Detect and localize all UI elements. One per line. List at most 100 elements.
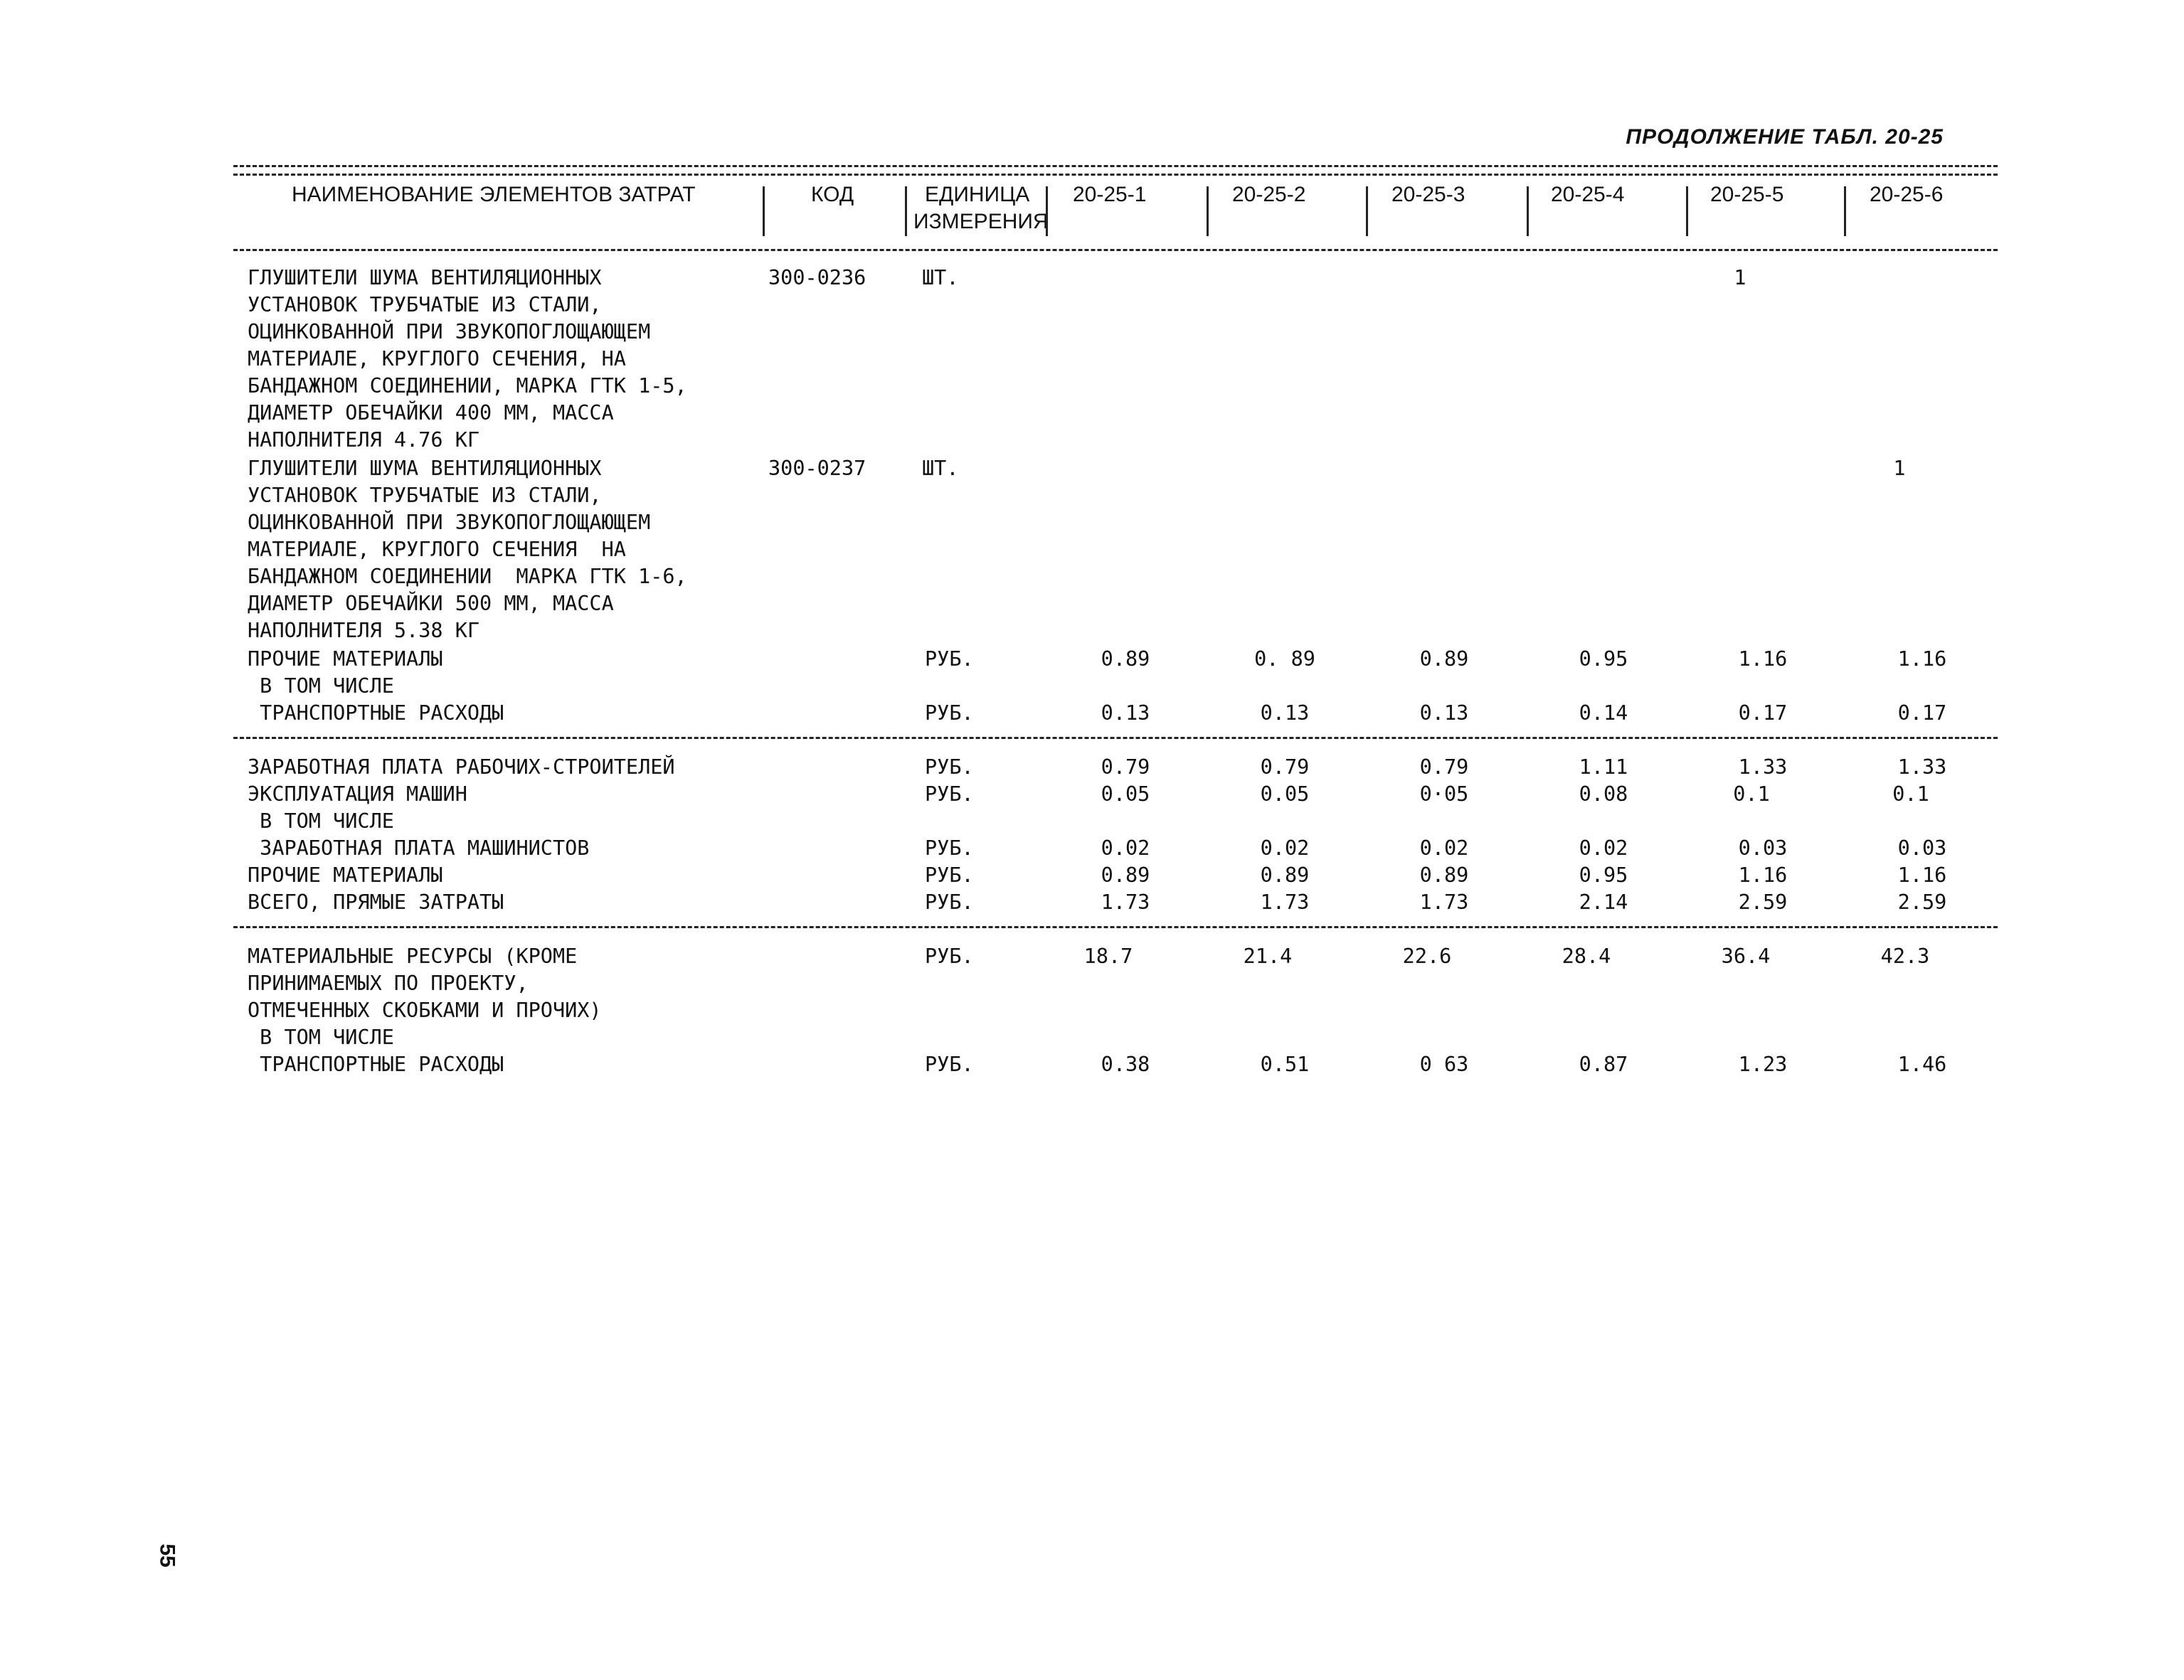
table-row-name: ПРОЧИЕ МАТЕРИАЛЫ [248,863,443,887]
table-row-value: 0.13 [1260,701,1310,725]
header-separator [905,186,907,236]
header-separator [763,186,765,236]
column-header-20-25-2: 20-25-2 [1232,183,1306,206]
page-number: 55 [155,1543,179,1568]
table-row-value: 0.02 [1101,836,1150,860]
table-row-value: 1.33 [1897,755,1947,779]
table-row-value: 1.16 [1897,647,1947,671]
table-row-unit: РУБ. [925,782,974,806]
column-header-20-25-5: 20-25-5 [1710,183,1784,206]
header-top-rule [233,165,1998,167]
column-header-20-25-4: 20-25-4 [1551,183,1625,206]
table-row-name: МАТЕРИАЛЬНЫЕ РЕСУРСЫ (КРОМЕ ПРИНИМАЕМЫХ … [248,945,602,1022]
table-row-value: 0.89 [1419,863,1469,887]
table-row-value: 0.14 [1579,701,1628,725]
table-row-value: 0.89 [1101,647,1150,671]
table-row-name: В ТОМ ЧИСЛЕ [248,809,394,833]
table-row-name: В ТОМ ЧИСЛЕ [248,674,394,698]
table-row-value: 28.4 [1562,945,1611,968]
table-row-value: 0.95 [1579,863,1628,887]
table-row-value: 0.02 [1579,836,1628,860]
table-row-value: 1.16 [1738,863,1788,887]
header-separator [1046,186,1048,236]
table-row-unit: РУБ. [925,701,974,725]
column-header-name: НАИМЕНОВАНИЕ ЭЛЕМЕНТОВ ЗАТРАТ [292,183,696,206]
table-row-value: 0.13 [1101,701,1150,725]
table-row-value: 0.05 [1260,782,1310,806]
table-row-value: 0.05 [1101,782,1150,806]
table-row-name: В ТОМ ЧИСЛЕ [248,1026,394,1049]
table-row-value: 1.73 [1101,890,1150,914]
header-separator [1686,186,1688,236]
header-top-rule-2 [233,174,1998,176]
table-row-name: ГЛУШИТЕЛИ ШУМА ВЕНТИЛЯЦИОННЫХ УСТАНОВОК … [248,457,687,642]
table-row-code: 300-0237 [768,457,866,480]
table-row-name: ЗАРАБОТНАЯ ПЛАТА РАБОЧИХ-СТРОИТЕЛЕЙ [248,755,675,779]
section-divider [233,926,1998,928]
table-row-value: 0 63 [1419,1053,1469,1076]
table-row-unit: РУБ. [925,863,974,887]
table-row-name: ЗАРАБОТНАЯ ПЛАТА МАШИНИСТОВ [248,836,590,860]
table-row-value: 0.89 [1101,863,1150,887]
table-row-value: 0.17 [1897,701,1947,725]
table-row-value: 0.1 [1892,782,1929,806]
header-separator [1207,186,1209,236]
table-row-name: ГЛУШИТЕЛИ ШУМА ВЕНТИЛЯЦИОННЫХ УСТАНОВОК … [248,266,687,452]
table-row-unit: ШТ. [922,266,959,289]
column-header-unit-line1: ЕДИНИЦА [925,183,1030,206]
table-row-value: 1.73 [1419,890,1469,914]
table-row-code: 300-0236 [768,266,866,289]
table-row-unit: РУБ. [925,890,974,914]
table-row-name: ЭКСПЛУАТАЦИЯ МАШИН [248,782,467,806]
table-row-value: 0·05 [1419,782,1469,806]
table-row-value: 0.89 [1260,863,1310,887]
table-row-name: ПРОЧИЕ МАТЕРИАЛЫ [248,647,443,671]
table-row-value: 1.16 [1738,647,1788,671]
table-row-value: 21.4 [1243,945,1293,968]
header-separator [1527,186,1529,236]
table-row-value: 0.79 [1419,755,1469,779]
table-row-value: 0.17 [1738,701,1788,725]
header-bottom-rule [233,249,1998,251]
table-row-value: 0.03 [1738,836,1788,860]
table-row-unit: РУБ. [925,1053,974,1076]
table-row-value: 0.51 [1260,1053,1310,1076]
table-row-value: 1.16 [1897,863,1947,887]
table-row-value: 2.59 [1738,890,1788,914]
column-header-20-25-3: 20-25-3 [1391,183,1465,206]
table-row-unit: ШТ. [922,457,959,480]
table-row-value: 36.4 [1721,945,1771,968]
table-row-value: 42.3 [1880,945,1930,968]
table-row-value: 2.59 [1897,890,1947,914]
table-row-name: ТРАНСПОРТНЫЕ РАСХОДЫ [248,701,504,725]
table-continuation-title: ПРОДОЛЖЕНИЕ ТАБЛ. 20-25 [1626,125,1944,149]
table-row-value: 0.03 [1897,836,1947,860]
header-separator [1844,186,1846,236]
table-row-value: 2.14 [1579,890,1628,914]
column-header-code: КОД [811,183,854,206]
table-row-value: 1.23 [1738,1053,1788,1076]
table-row-value: 0.89 [1419,647,1469,671]
table-row-unit: РУБ. [925,755,974,779]
table-row-value: 0.02 [1419,836,1469,860]
column-header-20-25-6: 20-25-6 [1870,183,1944,206]
table-row-value: 1.73 [1260,890,1310,914]
table-row-value: 0.02 [1260,836,1310,860]
table-row-value: 18.7 [1083,945,1133,968]
table-row-value: 0.87 [1579,1053,1628,1076]
table-row-unit: РУБ. [925,647,974,671]
table-row-name: ТРАНСПОРТНЫЕ РАСХОДЫ [248,1053,504,1076]
table-row-value: 0.1 [1733,782,1770,806]
table-row-name: ВСЕГО, ПРЯМЫЕ ЗАТРАТЫ [248,890,504,914]
column-header-unit-line2: ИЗМЕРЕНИЯ [913,210,1049,233]
table-row-unit: РУБ. [925,836,974,860]
table-row-value: 1.11 [1579,755,1628,779]
table-row-value: 0. 89 [1254,647,1315,671]
table-row-value: 22.6 [1402,945,1452,968]
table-row-value: 1.46 [1897,1053,1947,1076]
column-header-20-25-1: 20-25-1 [1073,183,1147,206]
table-row-value: 0.95 [1579,647,1628,671]
table-row-value: 0.08 [1579,782,1628,806]
table-row-value: 1 [1734,266,1746,289]
table-row-unit: РУБ. [925,945,974,968]
